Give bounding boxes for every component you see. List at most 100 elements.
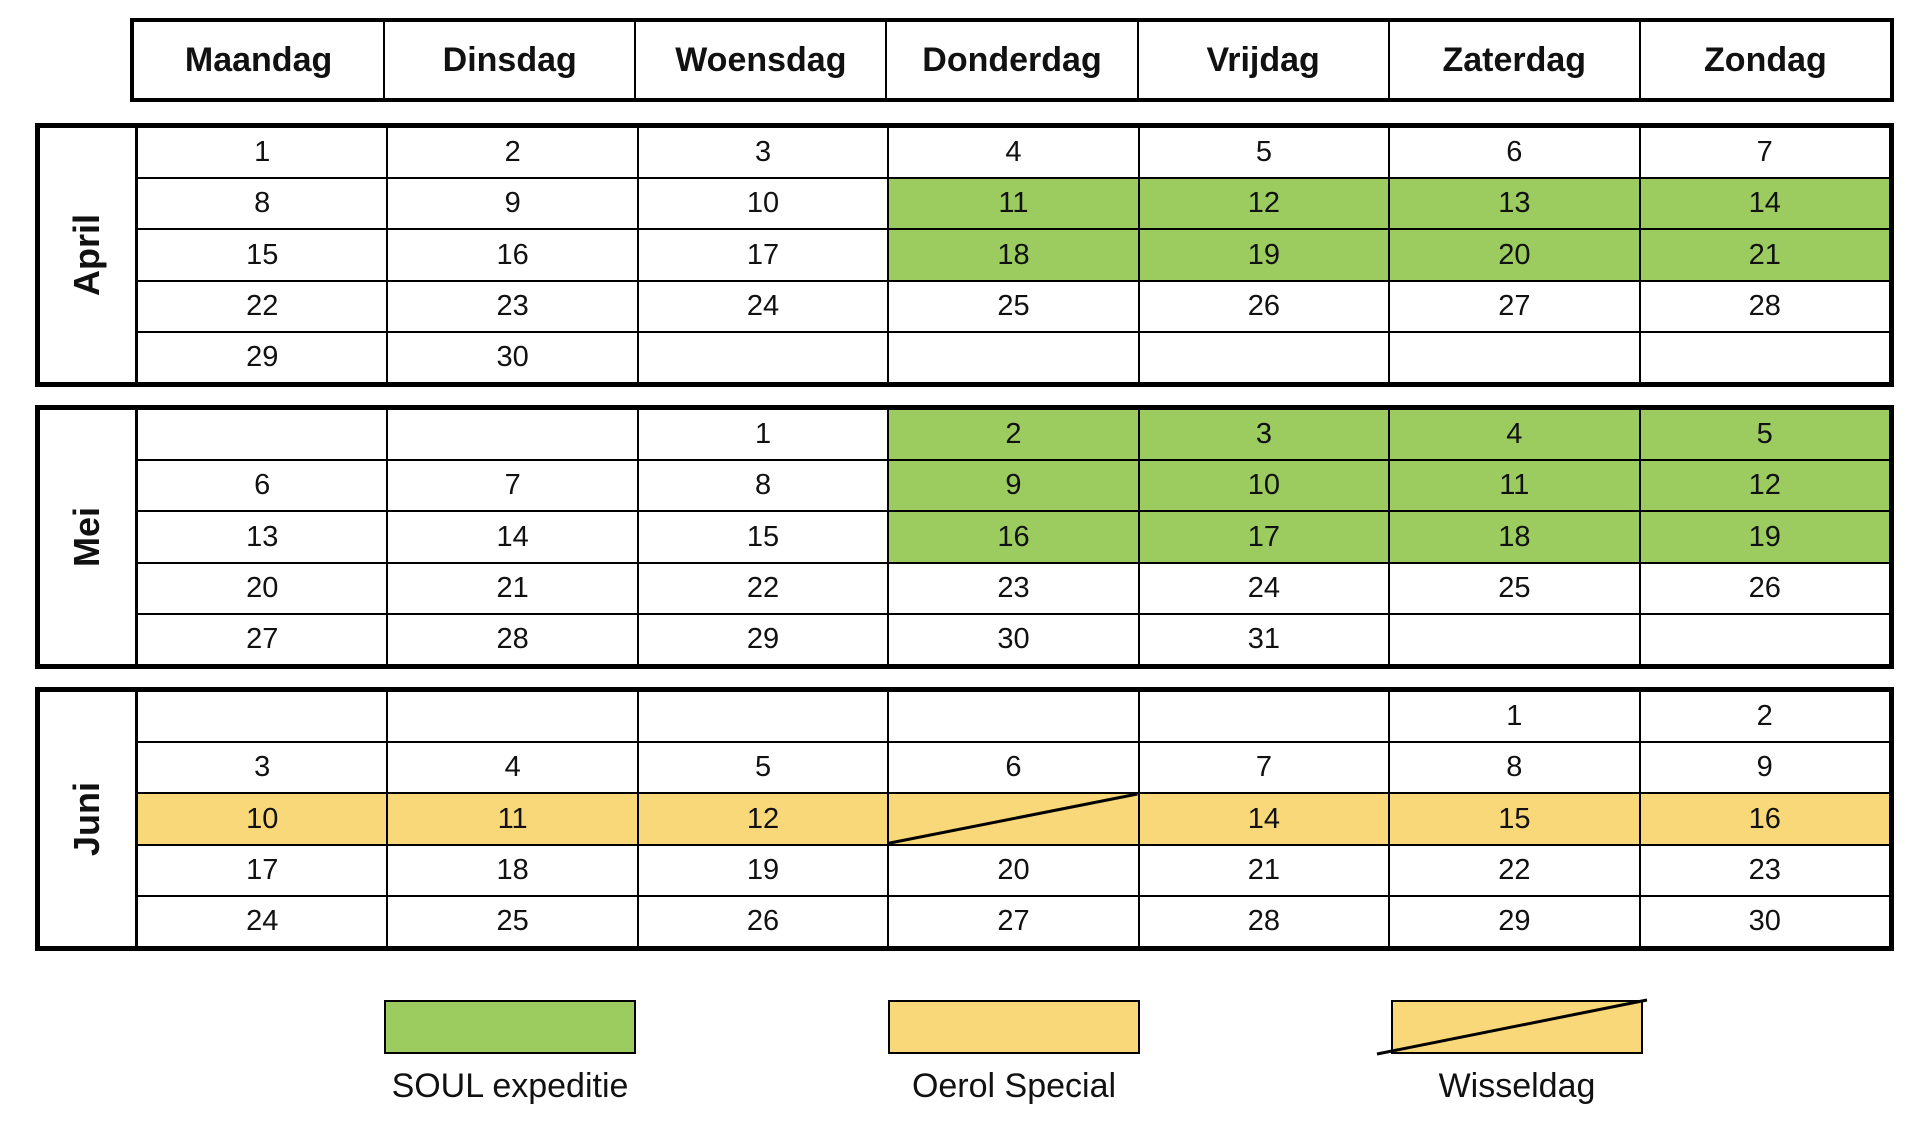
day-cell: 4	[1390, 410, 1641, 460]
week-row: 20 21 22 23 24 25 26	[138, 563, 1889, 615]
day-cell: 29	[138, 332, 389, 383]
day-number: 5	[754, 751, 772, 784]
diagonal-slash-icon	[889, 794, 1137, 843]
day-cell: 30	[889, 614, 1140, 665]
day-number: 7	[1255, 751, 1272, 784]
day-cell: 3	[138, 743, 389, 793]
day-cell: 6	[1390, 128, 1641, 178]
day-cell: 5	[1140, 128, 1391, 178]
day-cell: 2	[388, 128, 639, 178]
day-number: 27	[246, 622, 279, 655]
day-cell: 4	[889, 128, 1140, 178]
day-number: 1	[254, 136, 271, 169]
month-block-april: April 1 2 3 4 5 6 7 8 9 10 11 12 13 14 15 16 17 18 19 20 21 22…	[35, 123, 1894, 387]
day-cell: 30	[388, 332, 639, 383]
day-number: 3	[254, 751, 271, 784]
day-number: 19	[746, 853, 780, 886]
day-number: 13	[246, 520, 279, 553]
day-number: 15	[246, 238, 279, 271]
day-number: 11	[497, 802, 528, 835]
day-cell: 23	[388, 281, 639, 331]
month-name: Juni	[66, 781, 108, 857]
day-cell	[138, 410, 389, 460]
day-cell: 16	[1640, 794, 1889, 844]
day-number: 28	[496, 622, 529, 655]
day-cell: 7	[1641, 128, 1889, 177]
day-header-saturday: Zaterdag	[1390, 22, 1641, 98]
day-cell: 15	[138, 230, 389, 280]
legend-swatch-wissel	[1376, 998, 1648, 1056]
day-cell: 21	[1640, 230, 1889, 280]
day-number: 12	[1247, 187, 1281, 220]
day-number: 16	[496, 238, 529, 271]
day-number: 11	[1499, 469, 1530, 502]
legend-swatch-oerol	[888, 1000, 1140, 1054]
day-number: 10	[246, 802, 279, 835]
day-number: 27	[997, 904, 1030, 937]
day-cell: 21	[388, 563, 639, 613]
legend-swatch-soul	[384, 1000, 636, 1054]
day-cell	[1140, 332, 1391, 383]
day-cell: 23	[1641, 846, 1889, 895]
day-number: 18	[1498, 520, 1531, 553]
day-number: 28	[1247, 904, 1281, 937]
day-number: 14	[1748, 187, 1781, 220]
day-cell	[1641, 615, 1889, 664]
week-row: 13 14 15 16 17 18 19	[138, 512, 1889, 564]
day-cell: 16	[388, 230, 639, 280]
day-cell: 18	[1390, 512, 1641, 562]
day-number: 1	[1506, 700, 1523, 733]
day-number: 22	[246, 289, 279, 322]
day-cell: 13	[138, 512, 389, 562]
day-cell: 24	[1140, 563, 1391, 613]
day-cell: 19	[639, 845, 890, 895]
day-number: 23	[1748, 853, 1781, 886]
day-number: 21	[1748, 238, 1781, 271]
day-number: 20	[1498, 238, 1531, 271]
day-number: 25	[1498, 571, 1531, 604]
day-cell: 8	[138, 179, 389, 229]
day-number: 29	[246, 340, 279, 373]
week-row: 1 2 3 4 5 6 7	[138, 128, 1889, 180]
day-cell: 2	[1641, 692, 1889, 741]
day-cell: 26	[1140, 281, 1391, 331]
day-number: 10	[1247, 469, 1281, 502]
day-number: 22	[1498, 853, 1531, 886]
month-block-mei: Mei 1 2 3 4 5 6 7 8 9 10 11 12 13 14 15 16 17 18 19 20 21 22 23…	[35, 405, 1894, 669]
day-cell	[639, 332, 890, 383]
day-cell: 15	[639, 512, 890, 562]
day-cell: 28	[1641, 282, 1889, 331]
day-cell: 7	[388, 461, 639, 511]
week-row: 24 25 26 27 28 29 30	[138, 896, 1889, 947]
month-label: Juni	[40, 692, 138, 946]
day-cell	[388, 410, 639, 460]
day-number: 8	[754, 469, 772, 502]
day-number: 23	[997, 571, 1030, 604]
day-cell: 26	[1641, 564, 1889, 613]
day-number: 2	[504, 136, 521, 169]
day-number: 25	[997, 289, 1030, 322]
day-cell: 20	[138, 563, 389, 613]
day-number: 9	[1005, 469, 1022, 502]
day-cell: 1	[1390, 692, 1641, 742]
day-cell: 7	[1140, 743, 1391, 793]
day-number: 18	[496, 853, 529, 886]
day-cell: 19	[1139, 230, 1391, 280]
legend-label-wissel: Wisseldag	[1438, 1067, 1596, 1105]
day-cell: 10	[639, 179, 890, 229]
day-cell: 8	[639, 461, 890, 511]
day-number: 30	[496, 340, 529, 373]
day-number: 7	[1756, 136, 1773, 169]
day-cell: 3	[639, 128, 890, 178]
day-number: 7	[504, 469, 521, 502]
day-cell: 17	[639, 230, 890, 280]
day-cell: 20	[1390, 230, 1641, 280]
day-number: 11	[998, 187, 1029, 220]
week-row: 8 9 10 11 12 13 14	[138, 179, 1889, 231]
day-number: 16	[1748, 802, 1781, 835]
legend-label-soul: SOUL expeditie	[391, 1067, 629, 1105]
day-cell: 5	[639, 743, 890, 793]
day-number: 14	[1247, 802, 1281, 835]
day-number: 22	[746, 571, 780, 604]
day-cell: 22	[639, 563, 890, 613]
